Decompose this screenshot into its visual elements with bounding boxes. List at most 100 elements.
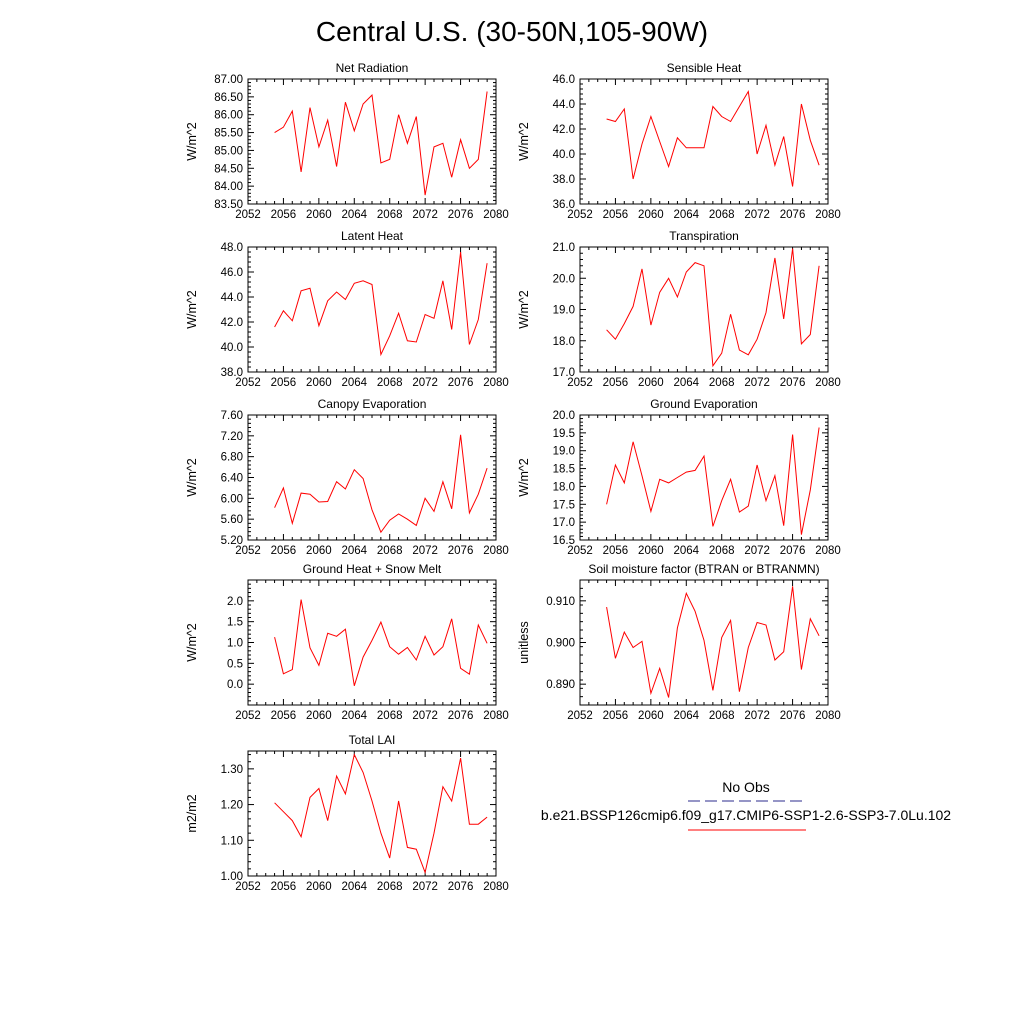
y-tick-label: 19.0: [553, 446, 575, 458]
y-axis-label: W/m^2: [517, 458, 531, 497]
x-tick-label: 2080: [815, 209, 841, 221]
x-tick-label: 2072: [412, 377, 438, 389]
y-tick-label: 6.40: [221, 473, 243, 485]
series-line: [606, 586, 820, 698]
y-tick-label: 0.890: [546, 679, 575, 691]
plot-frame: [247, 579, 497, 706]
x-tick-label: 2068: [709, 377, 735, 389]
panel-1: Sensible Heat W/m^2 2052 2056 2060 2064 2068 20…: [517, 61, 841, 221]
y-tick-label: 36.0: [553, 199, 575, 211]
x-tick-label: 2076: [780, 710, 806, 722]
panel-title: Ground Evaporation: [650, 397, 757, 411]
x-tick-label: 2056: [271, 545, 297, 557]
x-tick-label: 2072: [744, 209, 770, 221]
x-tick-label: 2060: [638, 545, 664, 557]
x-tick-label: 2064: [341, 545, 367, 557]
panel-title: Ground Heat + Snow Melt: [303, 562, 442, 576]
x-tick-label: 2052: [235, 209, 261, 221]
panel-0: Net Radiation W/m^2 2052 2056 2060 2064 2068 20…: [185, 61, 509, 221]
y-tick-label: 38.0: [221, 367, 243, 379]
x-tick-label: 2072: [412, 545, 438, 557]
y-tick-label: 46.0: [221, 267, 243, 279]
y-tick-label: 48.0: [221, 242, 243, 254]
x-tick-label: 2076: [448, 545, 474, 557]
x-tick-label: 2072: [744, 545, 770, 557]
y-tick-label: 1.10: [221, 835, 243, 847]
y-tick-label: 84.00: [214, 181, 243, 193]
y-tick-label: 17.0: [553, 517, 575, 529]
x-tick-label: 2072: [412, 881, 438, 893]
y-axis-label: m2/m2: [185, 794, 199, 832]
y-tick-label: 7.20: [221, 431, 243, 443]
panel-title: Total LAI: [349, 733, 396, 747]
x-tick-label: 2068: [709, 209, 735, 221]
x-tick-label: 2052: [235, 545, 261, 557]
x-tick-label: 2080: [815, 545, 841, 557]
x-tick-label: 2056: [603, 209, 629, 221]
y-tick-label: 42.0: [221, 317, 243, 329]
x-tick-label: 2080: [815, 710, 841, 722]
panel-8: Total LAI m2/m2 2052 2056 2060 2064 2068 2072 20…: [185, 733, 509, 893]
x-tick-label: 2080: [483, 881, 509, 893]
panel-7: Soil moisture factor (BTRAN or BTRANMN) u…: [517, 562, 841, 722]
series-line: [274, 753, 488, 875]
x-tick-label: 2056: [271, 209, 297, 221]
x-tick-label: 2052: [235, 881, 261, 893]
y-tick-label: 38.0: [553, 174, 575, 186]
figure-title: Central U.S. (30-50N,105-90W): [316, 16, 708, 47]
y-tick-label: 1.30: [221, 764, 243, 776]
y-tick-label: 85.50: [214, 128, 243, 140]
x-tick-label: 2060: [306, 545, 332, 557]
x-tick-label: 2076: [780, 209, 806, 221]
x-tick-label: 2052: [567, 209, 593, 221]
y-tick-label: 1.20: [221, 800, 243, 812]
y-tick-label: 84.50: [214, 163, 243, 175]
x-tick-label: 2052: [235, 377, 261, 389]
plot-frame: [579, 414, 829, 541]
panel-6: Ground Heat + Snow Melt W/m^2 2052 2056 2060…: [185, 562, 509, 722]
x-tick-label: 2068: [377, 881, 403, 893]
x-tick-label: 2060: [638, 710, 664, 722]
x-tick-label: 2052: [567, 545, 593, 557]
y-tick-label: 17.5: [553, 499, 575, 511]
x-tick-label: 2052: [567, 377, 593, 389]
y-tick-label: 20.0: [553, 410, 575, 422]
x-tick-label: 2056: [603, 377, 629, 389]
y-tick-label: 18.5: [553, 464, 575, 476]
x-tick-label: 2076: [448, 377, 474, 389]
panel-title: Canopy Evaporation: [318, 397, 427, 411]
series-line: [606, 427, 820, 535]
x-tick-label: 2056: [271, 377, 297, 389]
y-tick-label: 0.5: [227, 658, 243, 670]
panel-4: Canopy Evaporation W/m^2 2052 2056 2060 2064 2…: [185, 397, 509, 557]
x-tick-label: 2080: [483, 710, 509, 722]
panel-3: Transpiration W/m^2 2052 2056 2060 2064 2068 20…: [517, 229, 841, 389]
plot-frame: [579, 78, 829, 205]
x-tick-label: 2064: [673, 377, 699, 389]
y-tick-label: 21.0: [553, 242, 575, 254]
series-line: [606, 90, 820, 187]
y-axis-label: W/m^2: [185, 290, 199, 329]
y-tick-label: 2.0: [227, 596, 243, 608]
x-tick-label: 2060: [638, 377, 664, 389]
x-tick-label: 2060: [306, 710, 332, 722]
y-axis-label: W/m^2: [185, 458, 199, 497]
y-tick-label: 46.0: [553, 74, 575, 86]
y-tick-label: 0.0: [227, 679, 243, 691]
plot-frame: [247, 414, 497, 541]
x-tick-label: 2052: [567, 710, 593, 722]
y-tick-label: 16.5: [553, 535, 575, 547]
x-tick-label: 2064: [673, 209, 699, 221]
panel-2: Latent Heat W/m^2 2052 2056 2060 2064 2068 2072…: [185, 229, 509, 389]
x-tick-label: 2064: [341, 377, 367, 389]
y-axis-label: W/m^2: [185, 122, 199, 161]
y-tick-label: 86.00: [214, 110, 243, 122]
x-tick-label: 2064: [673, 545, 699, 557]
y-tick-label: 19.5: [553, 428, 575, 440]
y-tick-label: 1.00: [221, 871, 243, 883]
legend-obs-label: No Obs: [722, 779, 769, 795]
y-tick-label: 85.00: [214, 145, 243, 157]
y-tick-label: 17.0: [553, 367, 575, 379]
y-tick-label: 40.0: [221, 342, 243, 354]
x-tick-label: 2052: [235, 710, 261, 722]
